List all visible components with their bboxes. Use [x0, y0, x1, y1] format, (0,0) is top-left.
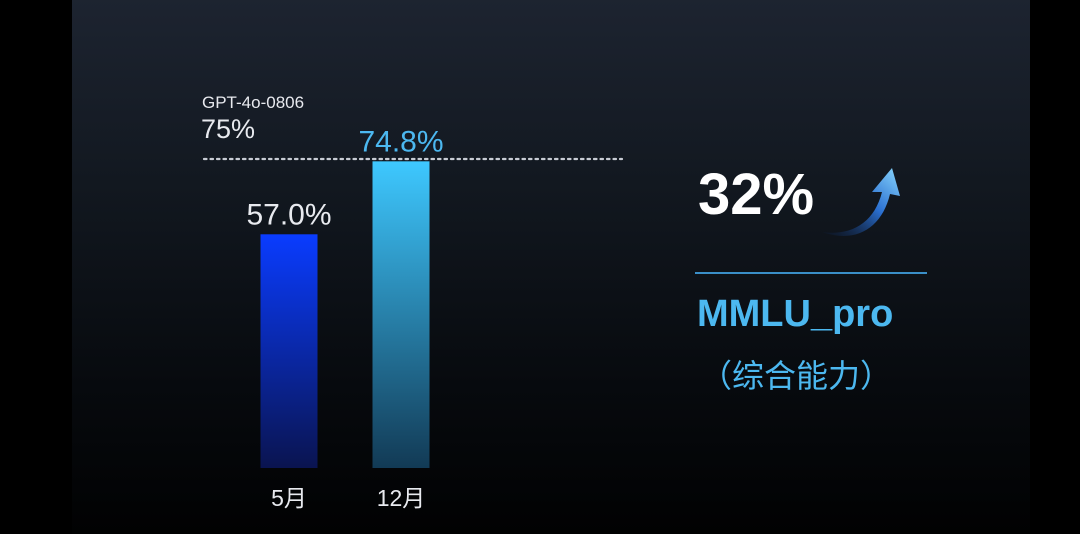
bar-2 — [372, 161, 430, 468]
rising-arrow-icon — [822, 168, 900, 236]
category-label-1: 5月 — [271, 485, 307, 511]
reference-value: 75% — [201, 114, 255, 144]
bar-1 — [260, 234, 318, 468]
metric-name: MMLU_pro — [697, 293, 894, 335]
improvement-percentage: 32% — [698, 162, 815, 227]
category-label-2: 12月 — [377, 485, 426, 511]
divider-line — [695, 272, 927, 274]
bar-value-label-2: 74.8% — [358, 125, 443, 158]
reference-name: GPT-4o-0806 — [202, 93, 304, 112]
metric-subtitle: （综合能力） — [700, 357, 893, 395]
bar-value-label-1: 57.0% — [246, 198, 331, 231]
chart-card — [72, 0, 1030, 534]
